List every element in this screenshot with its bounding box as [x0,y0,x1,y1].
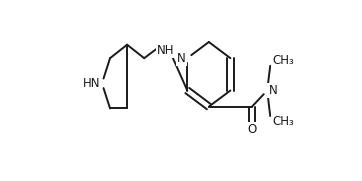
Text: HN: HN [83,77,101,90]
Text: N: N [269,84,277,97]
Text: NH: NH [157,44,174,57]
Text: CH₃: CH₃ [272,54,294,67]
Text: N: N [177,52,186,65]
Text: O: O [247,123,257,136]
Text: CH₃: CH₃ [272,115,294,128]
